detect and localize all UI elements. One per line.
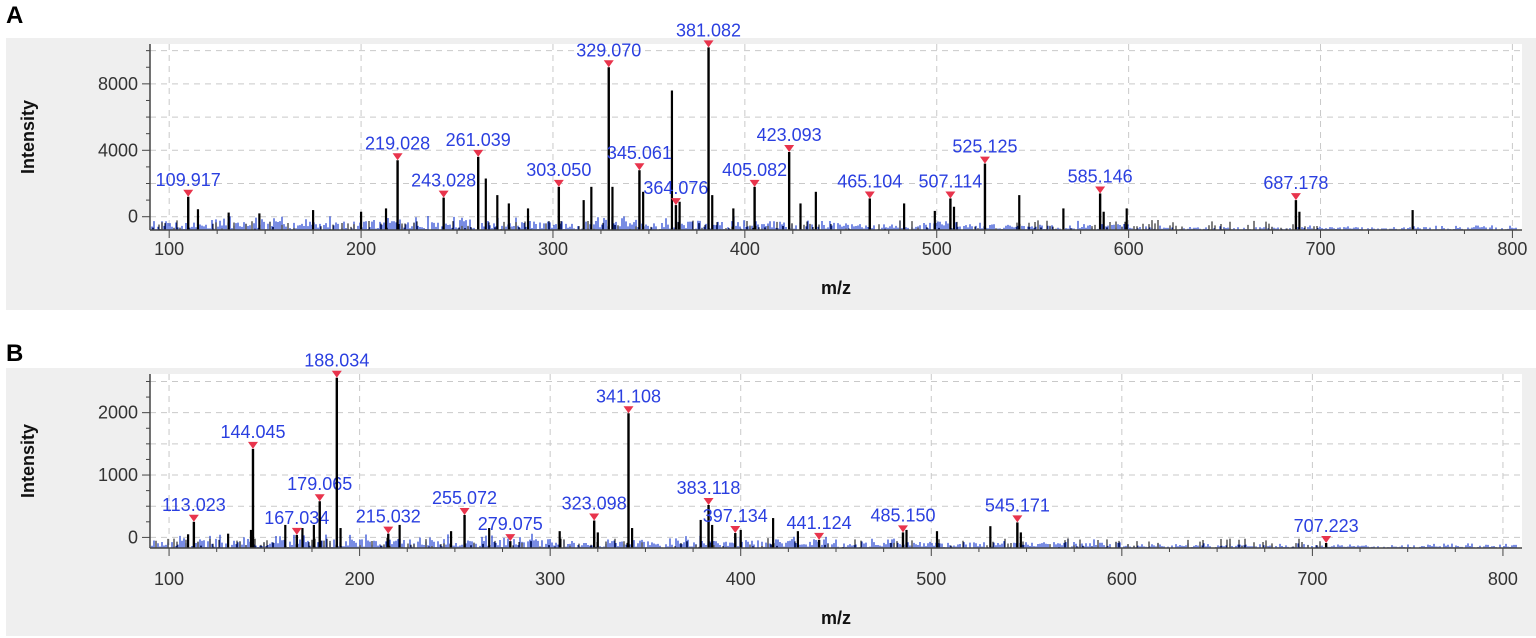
peak-marker: [730, 526, 741, 534]
peak-label: 465.104: [837, 171, 902, 191]
peak-marker: [897, 525, 908, 533]
peak-label: 279.075: [478, 514, 543, 534]
peak-marker: [247, 441, 258, 449]
x-tick-label: 400: [726, 569, 756, 589]
panel-letter-a: A: [6, 2, 24, 29]
peak-marker: [1012, 515, 1023, 523]
plot-area-a: [150, 44, 1522, 230]
y-tick-label: 1000: [98, 465, 138, 485]
peak-label: 113.023: [162, 495, 226, 515]
y-tick-label: 4000: [98, 140, 138, 160]
spectrum-panel-b: 113.023 144.045 167.034 179.065 188.034 215.0…: [18, 351, 1522, 628]
peak-marker: [188, 514, 199, 522]
peak-label: 144.045: [220, 422, 285, 442]
peak-marker: [392, 153, 403, 161]
x-tick-label: 800: [1497, 239, 1527, 259]
peak-label: 109.917: [156, 170, 221, 190]
peak-marker: [703, 40, 714, 48]
peak-label: 219.028: [365, 133, 430, 153]
peak-label: 381.082: [676, 20, 741, 40]
peak-label: 215.032: [356, 507, 421, 527]
x-tick-label: 700: [1297, 569, 1327, 589]
peak-label: 255.072: [432, 488, 497, 508]
peak-marker: [505, 534, 516, 542]
peak-label: 323.098: [562, 494, 627, 514]
peak-label: 585.146: [1068, 166, 1133, 186]
peak-marker: [670, 198, 681, 206]
peak-marker: [291, 527, 302, 535]
peak-marker: [589, 513, 600, 521]
peak-label: 507.114: [919, 171, 983, 191]
x-tick-label: 600: [1107, 569, 1137, 589]
x-tick-label: 100: [154, 239, 184, 259]
peak-marker: [784, 144, 795, 152]
peak-label: 405.082: [722, 160, 787, 180]
peak-label: 441.124: [787, 513, 852, 533]
peak-label: 261.039: [446, 130, 511, 150]
peak-label: 707.223: [1294, 516, 1359, 536]
peak-marker: [331, 370, 342, 378]
peak-marker: [438, 190, 449, 198]
peak-label: 423.093: [757, 125, 822, 145]
peak-label: 167.034: [264, 508, 329, 528]
peak-marker: [553, 179, 564, 187]
y-axis-title-a: Intensity: [18, 100, 38, 174]
x-tick-label: 600: [1114, 239, 1144, 259]
peak-label: 545.171: [985, 495, 1050, 515]
peak-label: 345.061: [607, 143, 672, 163]
peak-label: 687.178: [1263, 173, 1328, 193]
peak-label: 303.050: [526, 160, 591, 180]
peak-marker: [623, 406, 634, 414]
peak-label: 329.070: [576, 40, 641, 60]
y-axis-title-b: Intensity: [18, 424, 38, 498]
x-axis-title-b: m/z: [821, 608, 851, 628]
x-tick-label: 200: [346, 239, 376, 259]
peak-marker: [979, 156, 990, 164]
peak-marker: [183, 189, 194, 197]
x-tick-label: 200: [345, 569, 375, 589]
x-tick-label: 300: [535, 569, 565, 589]
peak-label: 383.118: [677, 478, 741, 498]
y-tick-label: 8000: [98, 74, 138, 94]
x-tick-label: 700: [1305, 239, 1335, 259]
x-tick-label: 800: [1488, 569, 1518, 589]
peak-marker: [314, 494, 325, 502]
peak-marker: [1290, 193, 1301, 201]
panel-letter-b: B: [6, 340, 24, 367]
x-tick-label: 100: [154, 569, 184, 589]
x-axis-title-a: m/z: [821, 278, 851, 298]
peak-marker: [864, 191, 875, 199]
peak-marker: [1095, 186, 1106, 194]
plot-area-b: [150, 374, 1522, 548]
spectrum-panel-a: 109.917 219.028 243.028 261.039 303.050 329.0…: [18, 20, 1527, 298]
peak-label: 525.125: [952, 137, 1017, 157]
y-tick-label: 0: [128, 207, 138, 227]
y-tick-label: 2000: [98, 403, 138, 423]
peak-label: 188.034: [304, 351, 369, 371]
peak-marker: [945, 191, 956, 199]
peak-label: 485.150: [870, 505, 935, 525]
x-tick-label: 500: [916, 569, 946, 589]
peak-marker: [703, 497, 714, 505]
peak-marker: [459, 507, 470, 515]
peak-label: 397.134: [703, 506, 768, 526]
peak-label: 243.028: [411, 171, 476, 191]
peak-label: 179.065: [287, 474, 352, 494]
peak-marker: [473, 149, 484, 157]
peak-marker: [1321, 536, 1332, 544]
peak-label: 364.076: [643, 178, 708, 198]
peak-marker: [814, 532, 825, 540]
x-tick-label: 300: [538, 239, 568, 259]
peak-marker: [634, 163, 645, 171]
y-tick-label: 0: [128, 527, 138, 547]
x-tick-label: 500: [922, 239, 952, 259]
peak-label: 341.108: [596, 386, 661, 406]
peak-marker: [603, 60, 614, 68]
x-tick-label: 400: [730, 239, 760, 259]
peak-marker: [749, 179, 760, 187]
peak-marker: [383, 526, 394, 534]
